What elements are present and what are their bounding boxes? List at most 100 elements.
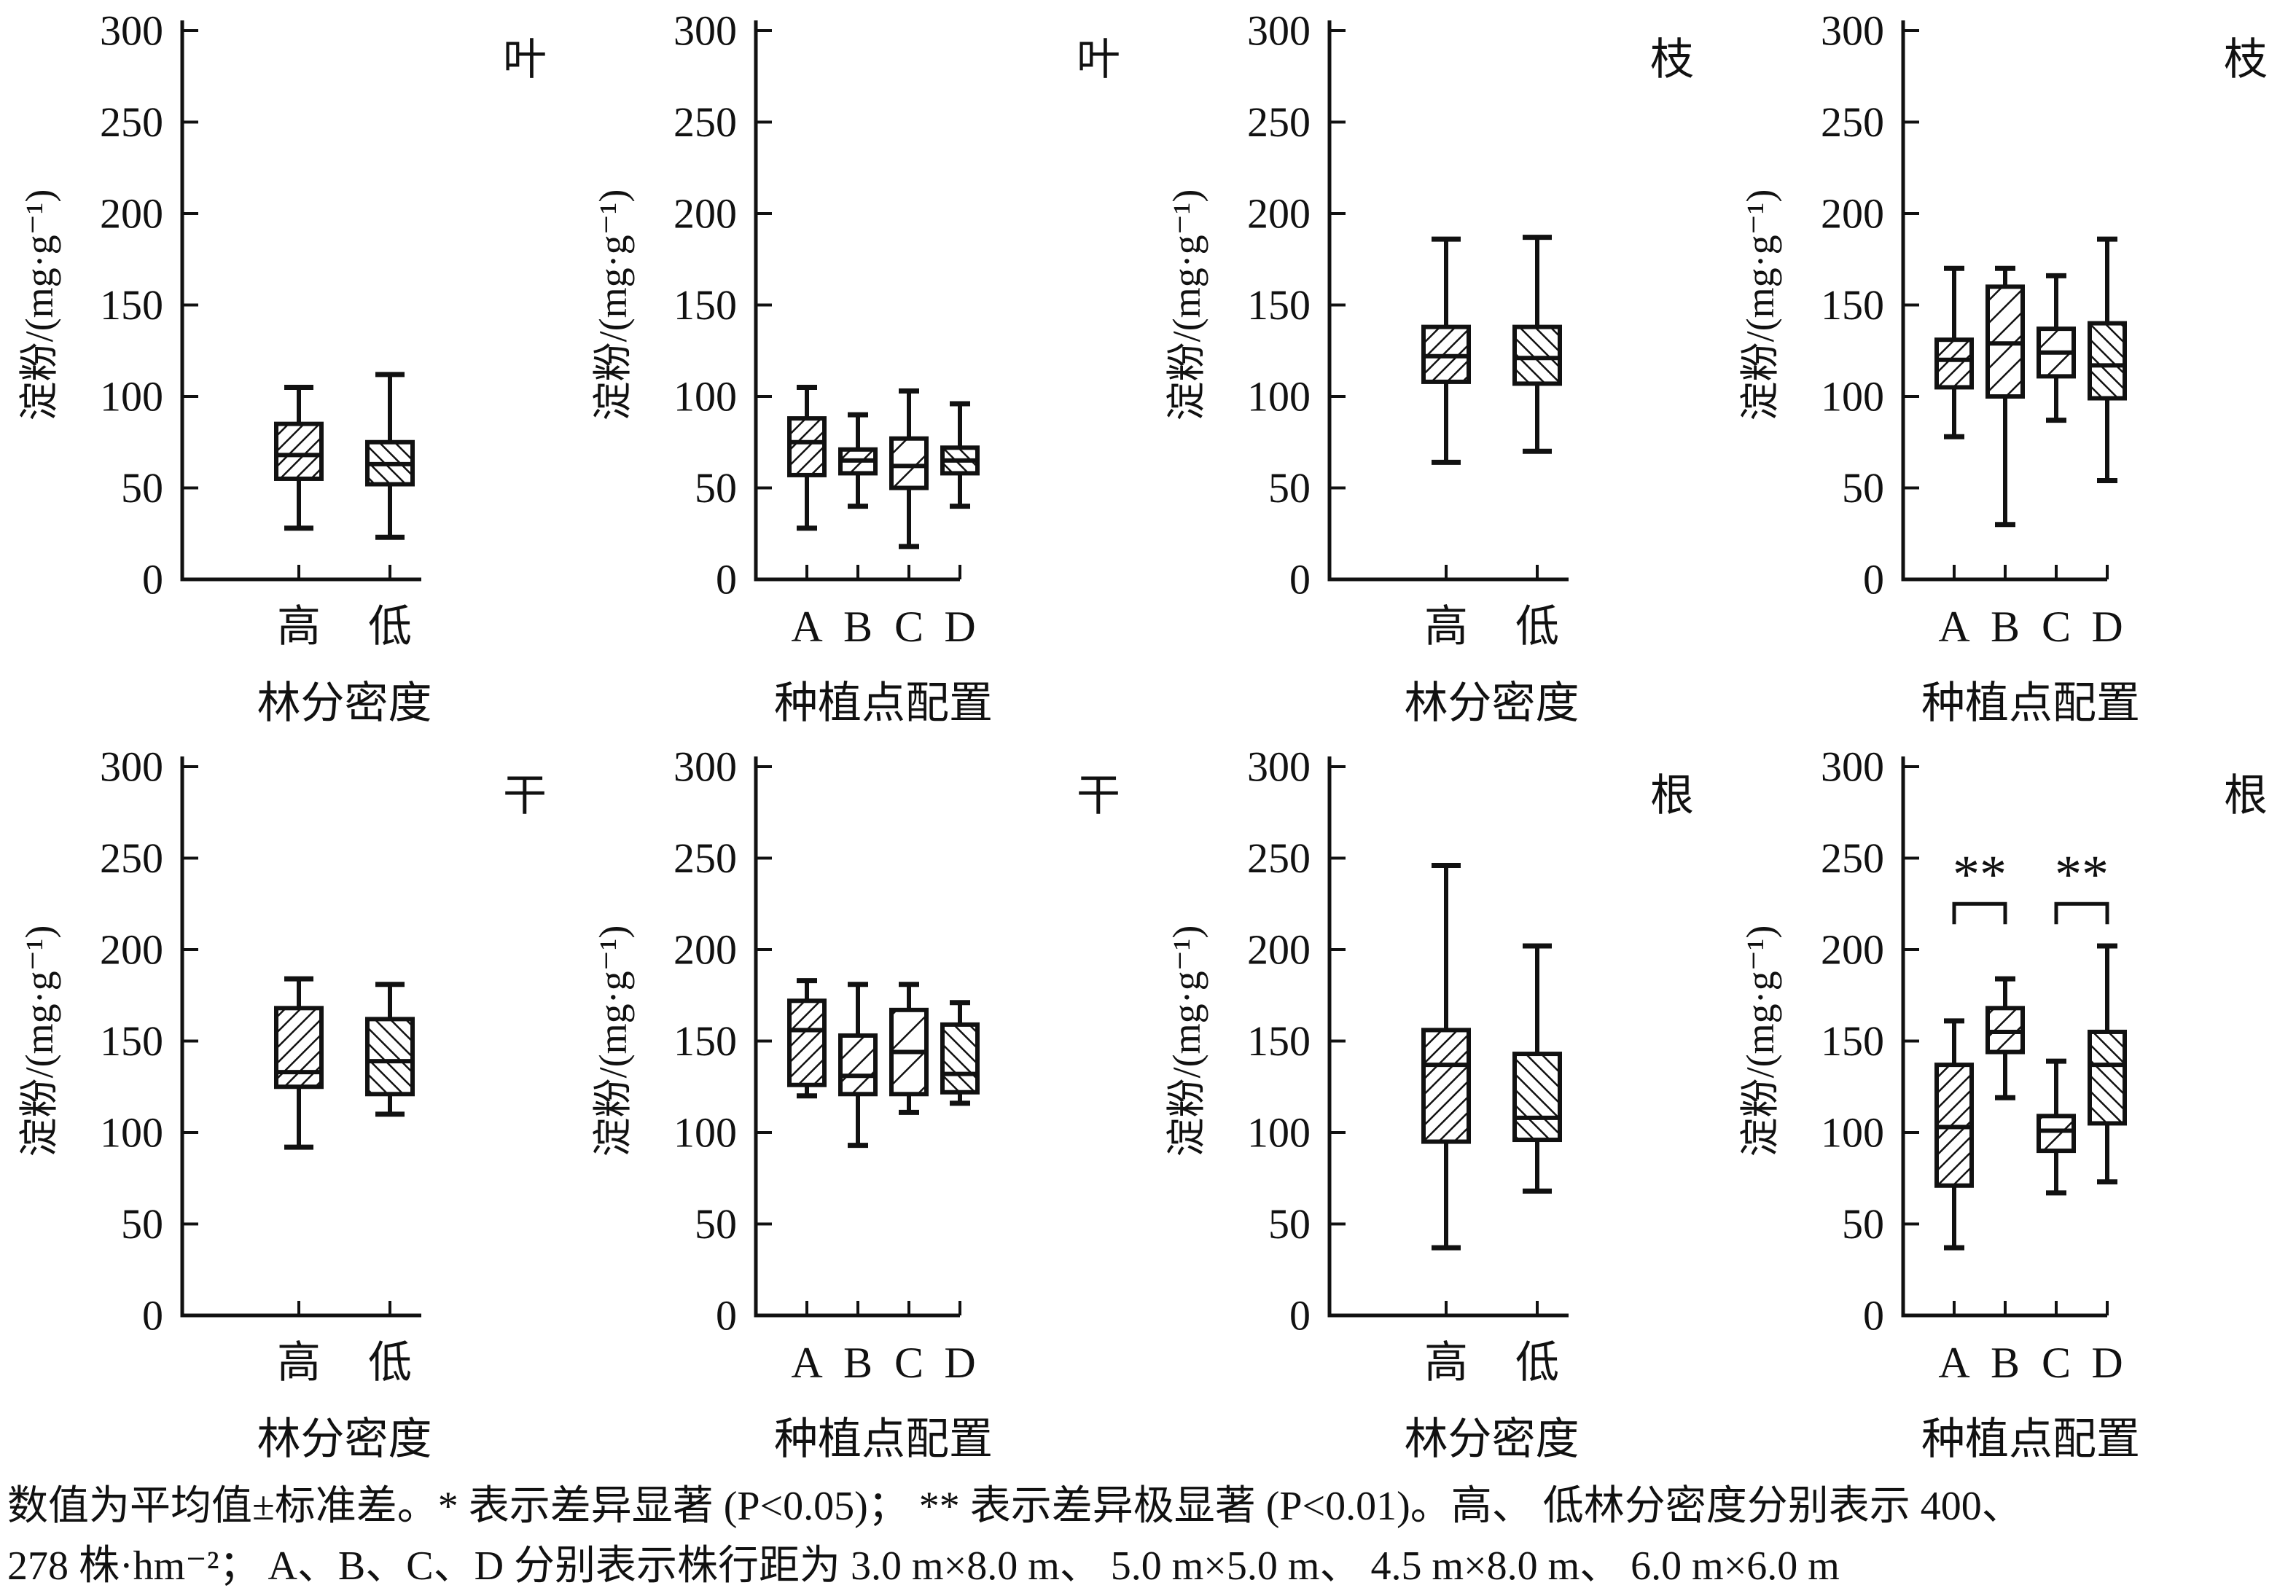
y-tick-label: 150 [100,1017,163,1065]
box-B [838,982,878,1149]
x-axis-title: 种植点配置 [1921,679,2140,727]
box-低 [365,982,415,1117]
y-axis-title: 淀粉/(mg·g⁻¹) [591,926,635,1157]
panel-title: 干 [503,772,547,820]
y-tick-label: 300 [673,743,737,791]
iqr-box [274,421,324,481]
x-tick-label: 高 [277,1339,321,1387]
boxplot-trunk-planting-config: 0 50 100 150 200 250 300 A B C D 淀粉/(mg·g⁻¹) 种植点配置 干 [591,743,1120,1464]
y-tick-label: 50 [695,1200,737,1248]
y-tick-label: 150 [1247,1017,1311,1065]
box-C [2037,273,2076,423]
panel-title: 枝 [1650,36,1694,84]
x-tick-label: A [1938,1339,1969,1387]
x-tick-label: A [791,603,822,651]
box-高 [1421,236,1471,465]
y-tick-label: 150 [673,1017,737,1065]
y-tick-label: 200 [1821,926,1884,974]
box-D [2088,943,2127,1185]
iqr-box [2088,1029,2127,1126]
panel-trunk-stand-density: 0 50 100 150 200 250 300 高低 淀粉/(mg·g⁻¹) 林分密度 干 [0,736,574,1472]
caption-line-1: 数值为平均值±标准差。* 表示差异显著 (P<0.05)； ** 表示差异极显著… [7,1484,2023,1529]
box-D [2088,236,2127,483]
y-tick-label: 300 [1247,7,1311,55]
x-axis-title: 林分密度 [1405,679,1580,727]
y-tick-label: 200 [673,926,737,974]
panel-title: 枝 [2224,36,2268,84]
box-B [1985,265,2025,528]
panel-leaf-stand-density: 0 50 100 150 200 250 300 高低 淀粉/(mg·g⁻¹) 林分密度 叶 [0,0,574,736]
y-tick-label: 100 [1247,1109,1311,1157]
boxplot-leaf-stand-density: 0 50 100 150 200 250 300 高 低 淀粉/(mg·g⁻¹) 林分密度 叶 [17,7,547,728]
y-axis-title: 淀粉/(mg·g⁻¹) [1738,189,1782,421]
iqr-box [274,1006,324,1090]
x-tick-label: D [944,1339,975,1387]
boxplot-branch-planting-config: 0 50 100 150 200 250 300 A B C D 淀粉/(mg·g⁻¹) 种植点配置 枝 [1738,7,2268,728]
box-C [889,388,929,549]
x-tick-label: B [843,1339,872,1387]
significance-label: ** [2055,845,2109,904]
y-axis-title: 淀粉/(mg·g⁻¹) [17,189,61,421]
iqr-box [787,416,827,477]
y-tick-label: 200 [673,190,737,238]
y-tick-label: 250 [1821,834,1884,882]
box-B [838,412,878,509]
y-tick-label: 50 [1842,1200,1884,1248]
y-tick-label: 250 [1821,98,1884,146]
y-tick-label: 300 [1821,743,1884,791]
y-tick-label: 100 [100,1109,163,1157]
box-A [1934,1018,1974,1251]
box-C [889,982,929,1115]
box-B [1985,976,2025,1100]
box-低 [1512,943,1562,1194]
y-tick-label: 250 [673,834,737,882]
panel-title: 根 [1650,772,1694,820]
box-高 [274,976,324,1150]
panel-title: 叶 [503,36,547,84]
y-tick-label: 100 [100,373,163,420]
x-tick-label: 高 [277,603,321,651]
y-tick-label: 100 [1821,373,1884,420]
iqr-box [889,436,929,490]
x-axis-title: 林分密度 [1405,1415,1580,1463]
y-tick-label: 300 [100,743,163,791]
y-tick-label: 150 [1821,281,1884,329]
iqr-box [2037,1114,2076,1154]
boxplot-branch-stand-density: 0 50 100 150 200 250 300 高 低 淀粉/(mg·g⁻¹) 林分密度 枝 [1165,7,1694,728]
x-tick-label: C [2042,1339,2071,1387]
y-tick-label: 150 [673,281,737,329]
y-tick-label: 250 [673,98,737,146]
box-A [1934,265,1974,439]
y-tick-label: 200 [1247,190,1311,238]
x-axis-title: 林分密度 [257,1415,432,1463]
box-C [2037,1058,2076,1196]
y-axis-title: 淀粉/(mg·g⁻¹) [17,926,61,1157]
y-tick-label: 50 [695,464,737,512]
boxplot-grid: 0 50 100 150 200 250 300 高低淀粉/(mg·g⁻¹) 林分密度叶 0 50… [0,0,2268,1472]
x-tick-label: C [894,603,924,651]
x-tick-label: 高 [1424,603,1468,651]
x-axis-title: 种植点配置 [774,679,993,727]
x-tick-label: A [791,1339,822,1387]
iqr-box [1421,1028,1471,1144]
panel-branch-stand-density: 0 50 100 150 200 250 300 高低 淀粉/(mg·g⁻¹) 林分密度 枝 [1147,0,1721,736]
box-低 [365,372,415,540]
x-tick-label: B [1991,603,2020,651]
x-axis-title: 林分密度 [257,679,432,727]
panel-title: 干 [1077,772,1120,820]
y-axis-title: 淀粉/(mg·g⁻¹) [1738,926,1782,1157]
box-D [940,401,980,509]
y-tick-label: 300 [673,7,737,55]
box-A [787,384,827,531]
box-高 [274,384,324,531]
y-tick-label: 250 [1247,98,1311,146]
panel-title: 根 [2224,772,2268,820]
x-tick-label: 低 [368,1339,412,1387]
x-tick-label: 低 [1515,1339,1559,1387]
y-tick-label: 300 [1821,7,1884,55]
y-tick-label: 150 [1821,1017,1884,1065]
y-tick-label: 0 [142,556,163,603]
y-tick-label: 150 [1247,281,1311,329]
x-tick-label: A [1938,603,1969,651]
iqr-box [1934,337,1974,390]
